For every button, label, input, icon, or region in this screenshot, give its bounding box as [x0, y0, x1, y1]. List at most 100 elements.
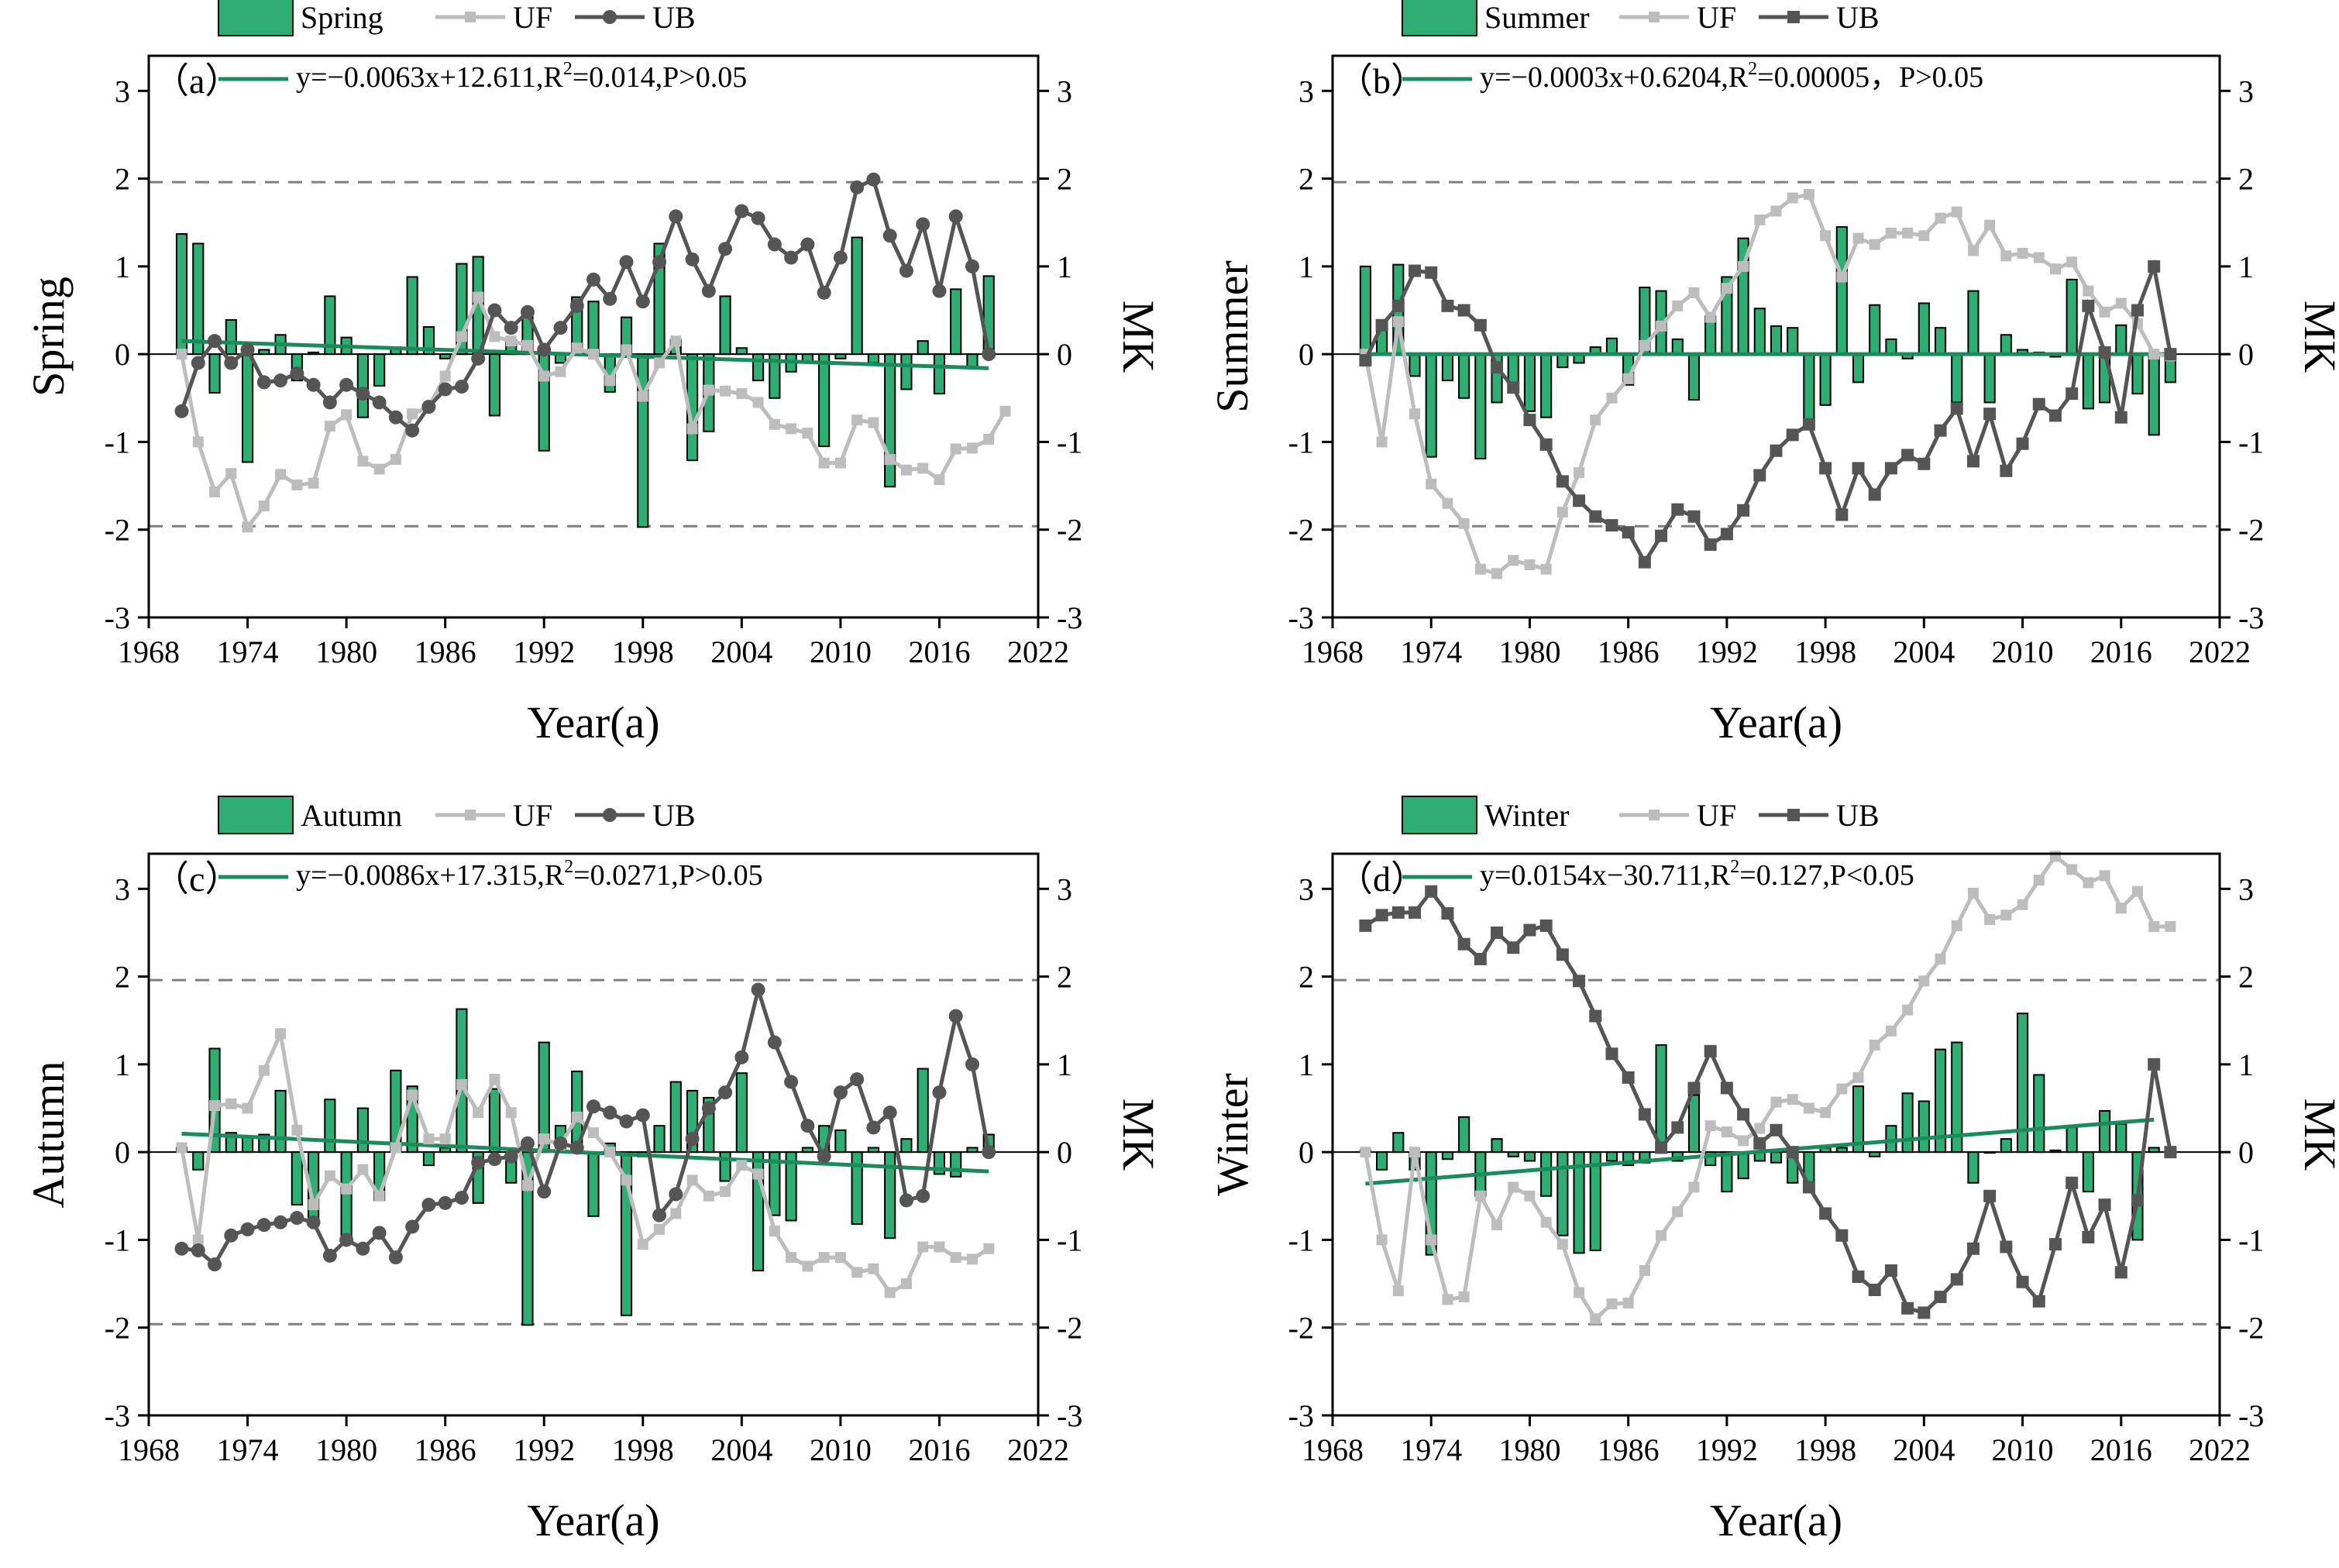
uf-point	[1967, 887, 1979, 899]
ub-point	[1457, 937, 1470, 951]
equation-main: y=−0.0086x+17.315,R	[296, 859, 565, 892]
anomaly-bar	[1885, 338, 1897, 356]
uf-point	[2148, 349, 2160, 360]
uf-point	[489, 1074, 500, 1085]
anomaly-bar	[1967, 1151, 1980, 1184]
uf-point	[2115, 903, 2127, 914]
uf-point	[1392, 316, 1404, 328]
anomaly-bar	[1409, 353, 1421, 377]
y-tick-label-right: -1	[2238, 1222, 2264, 1257]
uf-point	[1622, 373, 1634, 384]
y-tick-label-left: 0	[1298, 337, 1314, 372]
panel-a: -3 -3 -2 -2 -1 -1 0 0 1 1 2 2 3 3 1968 1974 1980 1986 1992…	[23, 0, 1164, 748]
y-tick-label-right: 3	[1057, 872, 1072, 906]
y-axis-title-right: MK	[1113, 301, 1164, 373]
uf-point	[505, 335, 517, 347]
legend-bar-label: Spring	[301, 0, 384, 35]
uf-point	[983, 434, 995, 445]
uf-point	[917, 1241, 929, 1253]
uf-point	[571, 342, 583, 354]
ub-point	[817, 1149, 831, 1164]
ub-point	[800, 1119, 815, 1133]
uf-point	[192, 436, 204, 448]
uf-point	[1885, 227, 1897, 239]
anomaly-bar	[1671, 338, 1684, 356]
ub-point	[2131, 1194, 2144, 1207]
ub-point	[2082, 1231, 2095, 1244]
anomaly-bar	[1507, 1151, 1519, 1157]
y-axis-title: Autumn	[23, 1061, 74, 1208]
anomaly-bar	[192, 242, 205, 356]
x-tick-label: 1998	[1794, 634, 1856, 669]
ub-point	[669, 209, 683, 224]
y-tick-label-right: -1	[2238, 425, 2264, 459]
ub-point	[1409, 264, 1422, 277]
ub-point	[1918, 1306, 1931, 1319]
anomaly-bar	[735, 1072, 748, 1154]
anomaly-bar	[2082, 1151, 2094, 1193]
x-tick-label: 2004	[1893, 634, 1955, 669]
anomaly-bar	[2148, 353, 2160, 436]
uf-point	[834, 457, 846, 469]
anomaly-bar	[2000, 334, 2012, 356]
x-tick-label: 2022	[2189, 1432, 2251, 1467]
anomaly-bar	[1523, 1151, 1536, 1162]
x-tick-label: 2010	[810, 634, 872, 669]
anomaly-bar	[1835, 1147, 1848, 1154]
uf-point	[2000, 250, 2012, 262]
ub-point	[537, 342, 552, 357]
anomaly-bar	[340, 1151, 353, 1241]
uf-point	[1704, 311, 1716, 323]
anomaly-bar	[851, 1151, 863, 1226]
y-tick-label-right: -2	[1057, 1311, 1082, 1346]
uf-point	[538, 370, 550, 382]
legend-uf-marker	[465, 12, 476, 22]
ub-point	[1671, 1121, 1684, 1134]
ub-point	[1720, 528, 1733, 541]
anomaly-bar	[1835, 225, 1848, 356]
ub-point	[1671, 503, 1684, 516]
anomaly-bar	[1392, 1132, 1405, 1154]
ub-point	[208, 1257, 222, 1272]
ub-point	[635, 1108, 650, 1123]
uf-point	[1754, 1123, 1766, 1134]
uf-point	[291, 479, 303, 490]
uf-point	[2099, 306, 2110, 318]
anomaly-bar	[1556, 353, 1569, 369]
uf-point	[324, 1170, 335, 1181]
ub-point	[1835, 1229, 1849, 1242]
y-tick-label-left: 2	[115, 162, 130, 197]
anomaly-bar	[1376, 1151, 1388, 1171]
uf-point	[521, 1180, 533, 1191]
ub-point	[2016, 1275, 2029, 1288]
uf-point	[1442, 1294, 1453, 1305]
y-tick-label-right: 1	[1057, 1047, 1072, 1082]
ub-point	[982, 347, 996, 362]
uf-point	[1458, 1291, 1470, 1303]
uf-point	[1409, 1147, 1421, 1158]
anomaly-bar	[719, 1151, 731, 1182]
anomaly-bar	[1687, 353, 1701, 401]
regression-equation: y=−0.0003x+0.6204,R2=0.00005，P>0.05	[1480, 59, 1983, 94]
uf-point	[1491, 568, 1503, 579]
y-tick-label-left: 2	[115, 960, 130, 995]
anomaly-bar	[653, 1125, 666, 1154]
y-tick-label-left: -1	[105, 425, 130, 459]
ub-point	[635, 294, 650, 309]
ub-point	[1802, 418, 1815, 431]
ub-point	[1375, 909, 1388, 922]
y-tick-label-left: 1	[115, 1047, 130, 1082]
ub-point	[569, 1140, 584, 1155]
regression-equation: y=−0.0086x+17.315,R2=0.0271,P>0.05	[296, 857, 763, 892]
ub-point	[1852, 462, 1865, 475]
ub-point	[1720, 1081, 1733, 1095]
ub-point	[965, 259, 979, 273]
legend-ub-label: UB	[1836, 0, 1880, 35]
uf-point	[818, 457, 830, 469]
x-tick-label: 2010	[1992, 634, 2054, 669]
uf-point	[505, 1107, 517, 1119]
uf-point	[357, 456, 369, 467]
anomaly-bar	[587, 1151, 600, 1217]
uf-point	[1606, 1298, 1618, 1310]
y-axis-title-right: MK	[2295, 1099, 2339, 1171]
